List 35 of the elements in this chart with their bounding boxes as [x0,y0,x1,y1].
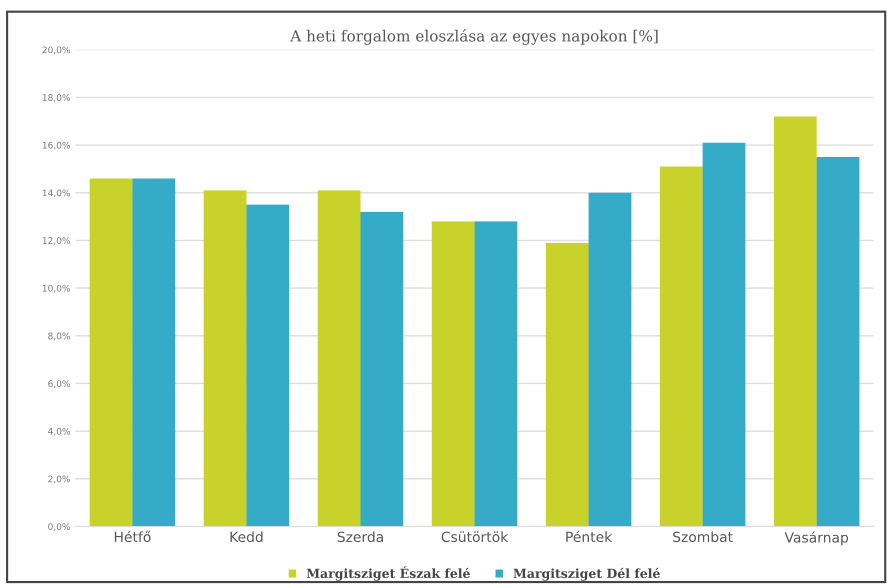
bar [546,242,589,526]
bar [588,192,632,526]
x-tick-label: Péntek [566,530,612,542]
y-tick-label: 8,0% [48,332,70,340]
bar [90,178,132,526]
y-tick-label: 4,0% [48,428,70,436]
x-tick-label: Vasárnap [784,531,848,546]
bar [660,166,703,526]
x-tick-label: Hétfő [114,530,151,542]
bar [474,221,518,526]
y-tick-label: 14,0% [42,189,70,198]
y-tick-label: 18,0% [42,94,70,102]
x-tick-label: Szombat [673,531,733,542]
bar [432,221,475,526]
bar [360,212,404,526]
x-tick-label: Kedd [230,531,262,542]
legend-label: Margitsziget Észak felé [306,566,470,581]
y-tick-label: 16,0% [42,142,70,150]
bar [246,204,290,526]
chart-title: A heti forgalom eloszlása az egyes napokon [%] [290,29,658,45]
x-tick-label: Csütörtök [442,531,508,542]
bar [318,190,360,526]
bar [816,157,860,526]
y-tick-label: 20,0% [42,46,70,54]
bar [702,142,746,526]
bar [132,178,176,526]
y-tick-label: 6,0% [48,380,70,388]
y-tick-label: 2,0% [48,476,70,484]
bar [774,116,817,526]
bar [204,190,246,526]
y-tick-label: 0,0% [48,523,70,531]
y-tick-label: 12,0% [42,237,70,245]
x-tick-label: Szerda [338,531,383,542]
y-tick-label: 10,0% [42,284,70,293]
legend-label: Margitsziget Dél felé [514,568,660,581]
